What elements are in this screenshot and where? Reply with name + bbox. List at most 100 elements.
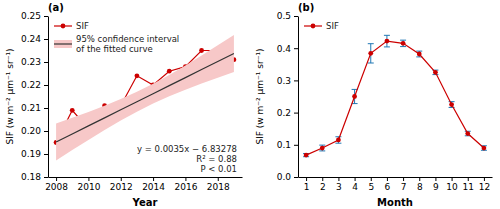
y-tick: 0.19 <box>21 149 48 159</box>
tick-mark <box>452 177 453 181</box>
panel: 2008201020122014201620180.180.190.200.21… <box>5 2 243 208</box>
x-tick: 4 <box>352 177 358 192</box>
tick-mark <box>44 39 48 40</box>
tick-mark <box>403 177 404 181</box>
legend-label: SIF <box>76 21 89 31</box>
annotation: y = 0.0035x − 6.83278 <box>137 144 237 154</box>
error-bar-cap <box>384 35 390 36</box>
data <box>54 35 237 160</box>
tick-mark <box>185 177 186 181</box>
x-tick: 10 <box>446 177 458 192</box>
tick-mark <box>44 154 48 155</box>
tick-label: 0.0 <box>277 172 292 182</box>
point <box>449 102 454 107</box>
tick-mark <box>44 131 48 132</box>
plot-area: 2008201020122014201620180.180.190.200.21… <box>21 11 243 192</box>
y-tick: 0.24 <box>21 34 48 44</box>
point <box>70 108 75 113</box>
error-bar-cap <box>335 143 341 144</box>
figure: 2008201020122014201620180.180.190.200.21… <box>0 0 500 209</box>
legend-swatch-marker <box>311 24 316 29</box>
point <box>199 48 204 53</box>
tick-label: 7 <box>401 182 407 192</box>
tick-mark <box>44 177 48 178</box>
tick-label: 0.20 <box>21 126 41 136</box>
y-tick: 0.23 <box>21 57 48 67</box>
y-axis-line <box>48 17 49 178</box>
tick-label: 2 <box>320 182 326 192</box>
tick-label: 0.3 <box>277 76 291 86</box>
tick-mark <box>44 16 48 17</box>
tick-mark <box>371 177 372 181</box>
legend-label: 95% confidence intervalof the fitted cur… <box>76 34 179 54</box>
legend-swatch-marker <box>61 24 66 29</box>
tick-mark <box>153 177 154 181</box>
tick-label: 0.4 <box>277 44 292 54</box>
x-axis: 200820102012201420162018 <box>45 177 242 192</box>
tick-mark <box>435 177 436 181</box>
error-bar-cap <box>400 46 406 47</box>
x-tick: 1 <box>304 177 310 192</box>
y-axis-title: SIF (w m⁻² μm⁻¹ sr⁻¹) <box>5 48 15 144</box>
point <box>385 39 390 44</box>
legend-swatch-line <box>54 43 72 44</box>
tick-label: 0.5 <box>277 11 291 21</box>
x-axis-line <box>299 177 493 178</box>
tick-label: 4 <box>352 182 358 192</box>
tick-mark <box>338 177 339 181</box>
point <box>482 146 487 151</box>
x-tick: 2014 <box>142 177 165 192</box>
tick-mark <box>294 113 298 114</box>
error-bar <box>384 35 390 47</box>
tick-label: 0.2 <box>277 108 291 118</box>
tick-label: 2012 <box>110 182 133 192</box>
y-tick: 0.18 <box>21 172 48 182</box>
error-bar <box>335 137 341 143</box>
tick-label: 0.24 <box>21 34 41 44</box>
tick-label: 0.25 <box>21 11 41 21</box>
y-tick: 0.4 <box>277 44 298 54</box>
point <box>336 138 341 143</box>
tick-label: 2018 <box>207 182 230 192</box>
tick-mark <box>218 177 219 181</box>
annotation: R² = 0.88 <box>196 154 237 164</box>
point <box>352 94 357 99</box>
point <box>304 153 309 158</box>
y-tick: 0.25 <box>21 11 48 21</box>
error-bar-cap <box>384 46 390 47</box>
tick-mark <box>44 108 48 109</box>
legend-item: SIF <box>54 21 89 31</box>
tick-label: 6 <box>385 182 391 192</box>
tick-mark <box>44 62 48 63</box>
error-bar-cap <box>319 145 325 146</box>
tick-mark <box>44 85 48 86</box>
tick-mark <box>355 177 356 181</box>
tick-label: 1 <box>304 182 310 192</box>
point <box>433 70 438 75</box>
error-bar <box>319 145 325 151</box>
y-axis-title: SIF (w m⁻² μm⁻¹ sr⁻¹) <box>255 48 265 144</box>
error-bar <box>449 102 455 108</box>
tick-label: 5 <box>368 182 374 192</box>
point <box>368 51 373 56</box>
tick-mark <box>294 177 298 178</box>
y-tick: 0.1 <box>277 140 298 150</box>
y-tick: 0.5 <box>277 11 298 21</box>
tick-mark <box>294 16 298 17</box>
tick-label: 0.19 <box>21 149 41 159</box>
y-tick: 0.0 <box>277 172 298 182</box>
tick-mark <box>121 177 122 181</box>
y-axis: 0.0 0.1 0.2 0.3 0.4 0.5 <box>277 11 299 182</box>
tick-label: 11 <box>463 182 474 192</box>
error-bar-cap <box>368 43 374 44</box>
legend-item: 95% confidence intervalof the fitted cur… <box>54 34 179 54</box>
x-axis: 123456789101112 <box>299 177 493 192</box>
tick-mark <box>468 177 469 181</box>
plot-area: 1234567891011120.00.10.20.30.40.5SIF <box>277 11 493 192</box>
tick-label: 0.1 <box>277 140 291 150</box>
series-line <box>306 41 484 155</box>
tick-mark <box>306 177 307 181</box>
tick-label: 0.18 <box>21 172 41 182</box>
x-tick: 11 <box>463 177 474 192</box>
x-axis-title: Year <box>132 197 158 208</box>
